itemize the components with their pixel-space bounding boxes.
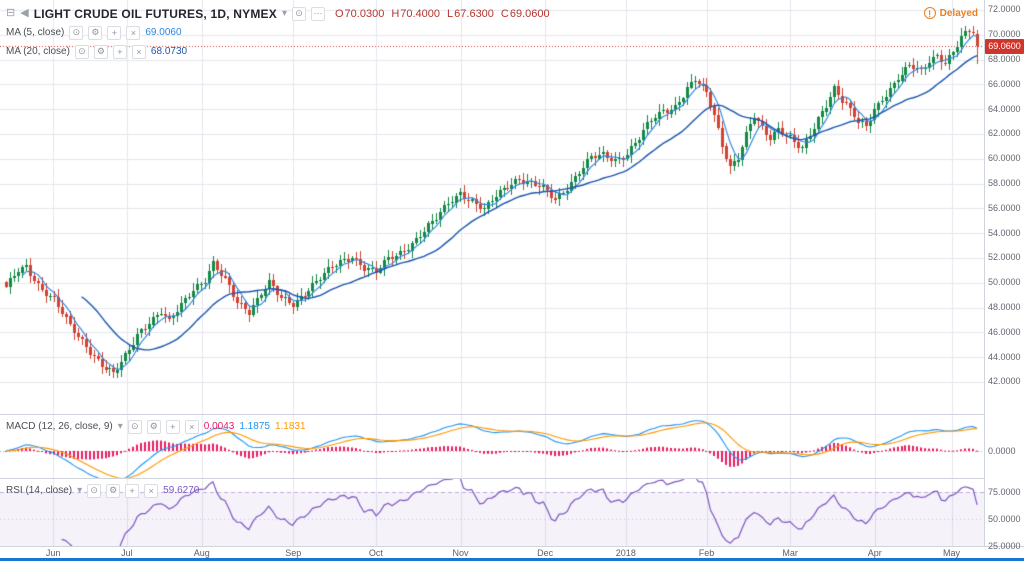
rsi-level-label: 75.0000 [988, 486, 1021, 497]
bottom-accent-bar [0, 558, 1024, 561]
ma5-value: 69.0060 [145, 27, 182, 38]
eye-icon[interactable]: ⊙ [291, 6, 306, 21]
ohlc-values: O 70.0300 H 70.4000 L 67.6300 C 69.0600 [335, 8, 550, 20]
price-chart-canvas[interactable] [0, 0, 984, 546]
ma5-label[interactable]: MA (5, close) [6, 27, 65, 38]
chevron-down-icon[interactable]: ▾ [281, 8, 287, 19]
ma20-value: 68.0730 [150, 46, 188, 57]
eye-icon[interactable]: ⊙ [74, 44, 89, 59]
rsi-value: 59.6270 [163, 485, 200, 496]
rsi-level-label: 25.0000 [988, 540, 1021, 551]
symbol-title[interactable]: LIGHT CRUDE OIL FUTURES, 1D, NYMEX [33, 6, 277, 21]
time-axis-label: Apr [867, 548, 882, 558]
symbol-legend-row: ⊟ ◀ LIGHT CRUDE OIL FUTURES, 1D, NYMEX ▾… [6, 4, 550, 23]
price-tick-label: 50.0000 [988, 277, 1021, 288]
time-axis-label: Mar [782, 548, 798, 558]
time-axis[interactable]: Jun Jul Aug Sep Oct Nov Dec 2018 Feb Mar Apr May [0, 547, 984, 559]
time-axis-label: Oct [368, 548, 383, 558]
menu-icon[interactable]: ⊟ [6, 7, 16, 19]
price-axis-border [984, 0, 985, 547]
gear-icon[interactable]: ⚙ [146, 419, 161, 434]
plus-icon[interactable]: + [107, 25, 122, 40]
price-tick-label: 68.0000 [988, 54, 1021, 65]
delayed-label: Delayed [939, 7, 978, 19]
main-legend: ⊟ ◀ LIGHT CRUDE OIL FUTURES, 1D, NYMEX ▾… [6, 4, 550, 61]
time-axis-border [0, 546, 1024, 547]
price-tick-label: 60.0000 [988, 153, 1021, 164]
macd-zero-label: 0.0000 [988, 445, 1016, 456]
close-icon[interactable]: × [131, 44, 146, 59]
low-value: 67.6300 [454, 7, 494, 20]
pane-separator-macd[interactable] [0, 414, 1024, 415]
close-icon[interactable]: × [184, 419, 199, 434]
rsi-legend-row: RSI (14, close) ▾ ⊙ ⚙ + × 59.6270 [6, 481, 199, 500]
ma20-legend-row: MA (20, close) ⊙ ⚙ + × 68.0730 [6, 42, 550, 61]
chevron-down-icon[interactable]: ▾ [77, 485, 83, 496]
price-tick-label: 58.0000 [988, 178, 1021, 189]
time-axis-label: Sep [285, 548, 302, 558]
price-axis[interactable]: 72.0000 70.0000 68.0000 66.0000 64.0000 62.00… [985, 0, 1024, 550]
close-value: 69.0600 [509, 7, 550, 20]
price-tick-label: 56.0000 [988, 202, 1021, 213]
time-axis-label: Dec [537, 548, 554, 558]
price-tick-label: 52.0000 [988, 252, 1021, 263]
price-tick-label: 48.0000 [988, 302, 1021, 313]
high-value: 70.4000 [400, 7, 441, 20]
plus-icon[interactable]: + [112, 44, 127, 59]
ma20-label[interactable]: MA (20, close) [6, 46, 70, 57]
low-label: L [447, 7, 454, 20]
time-axis-label: Feb [698, 548, 715, 558]
gear-icon[interactable]: ⚙ [93, 44, 108, 59]
last-price-badge: 69.0600 [985, 38, 1024, 54]
chevron-down-icon[interactable]: ▾ [117, 421, 123, 432]
close-label: C [500, 7, 509, 20]
pane-separator-rsi[interactable] [0, 478, 1024, 479]
delayed-badge[interactable]: ! Delayed [923, 7, 978, 19]
price-tick-label: 62.0000 [988, 128, 1021, 139]
rsi-level-label: 50.0000 [988, 513, 1021, 524]
close-icon[interactable]: × [126, 25, 141, 40]
ma5-legend-row: MA (5, close) ⊙ ⚙ + × 69.0060 [6, 23, 550, 42]
time-axis-label: Aug [193, 548, 210, 558]
price-tick-label: 70.0000 [988, 29, 1021, 40]
collapse-legend-icon[interactable]: ◀ [20, 7, 29, 19]
eye-icon[interactable]: ⊙ [69, 25, 84, 40]
open-label: O [334, 7, 344, 20]
more-options-icon[interactable]: ⋯ [310, 6, 325, 21]
macd-legend: MACD (12, 26, close, 9) ▾ ⊙ ⚙ + × 0.0043… [6, 417, 306, 436]
price-tick-label: 46.0000 [988, 326, 1021, 337]
price-tick-label: 64.0000 [988, 103, 1021, 114]
time-axis-label: May [943, 548, 961, 558]
macd-signal-value: 1.1831 [274, 421, 306, 432]
price-tick-label: 66.0000 [988, 78, 1021, 89]
plus-icon[interactable]: + [125, 483, 140, 498]
price-tick-label: 72.0000 [988, 4, 1021, 15]
plus-icon[interactable]: + [165, 419, 180, 434]
time-axis-label: 2018 [615, 548, 636, 558]
macd-histogram-value: 0.0043 [203, 421, 235, 432]
gear-icon[interactable]: ⚙ [88, 25, 103, 40]
price-tick-label: 54.0000 [988, 227, 1021, 238]
high-label: H [391, 7, 400, 20]
time-axis-label: Jul [121, 548, 133, 558]
price-tick-label: 44.0000 [988, 351, 1021, 362]
close-icon[interactable]: × [144, 483, 159, 498]
macd-label[interactable]: MACD (12, 26, close, 9) [6, 421, 113, 432]
open-value: 70.0300 [344, 7, 385, 20]
price-tick-label: 42.0000 [988, 376, 1021, 387]
time-axis-label: Nov [452, 548, 469, 558]
eye-icon[interactable]: ⊙ [87, 483, 102, 498]
delayed-warning-icon: ! [923, 7, 936, 19]
macd-line-value: 1.1875 [239, 421, 270, 432]
rsi-label[interactable]: RSI (14, close) [6, 485, 73, 496]
rsi-legend: RSI (14, close) ▾ ⊙ ⚙ + × 59.6270 [6, 481, 199, 500]
time-axis-label: Jun [45, 548, 61, 558]
macd-legend-row: MACD (12, 26, close, 9) ▾ ⊙ ⚙ + × 0.0043… [6, 417, 306, 436]
gear-icon[interactable]: ⚙ [106, 483, 121, 498]
eye-icon[interactable]: ⊙ [127, 419, 142, 434]
